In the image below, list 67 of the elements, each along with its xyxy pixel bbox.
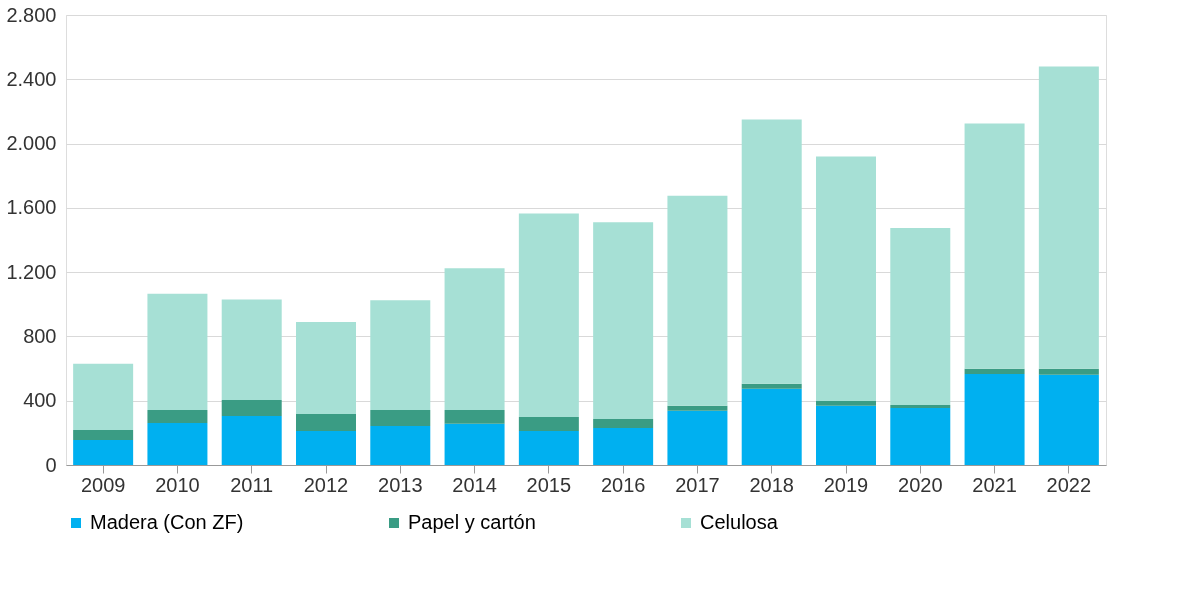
x-tick-label: 2020 [898, 473, 943, 496]
bar [147, 293, 208, 410]
bar [593, 222, 654, 419]
bar [667, 195, 728, 406]
y-tick-label: 2.800 [6, 3, 57, 26]
bar [444, 409, 505, 424]
x-tick-label: 2011 [230, 473, 274, 496]
bar [890, 407, 951, 465]
x-tick-label: 2019 [823, 473, 869, 496]
y-tick-label: 0 [45, 453, 57, 476]
x-tick-label: 2016 [600, 473, 646, 496]
bar [667, 410, 728, 465]
y-tick-label: 2.400 [6, 67, 57, 90]
x-tick-label: 2018 [749, 473, 794, 496]
x-tick-label: 2021 [972, 473, 1017, 496]
bar [296, 413, 356, 431]
bar [741, 383, 802, 389]
bar [816, 156, 876, 401]
x-tick-label: 2015 [526, 473, 572, 496]
x-tick-label: 2017 [675, 473, 720, 496]
bar [890, 227, 951, 405]
bar [1038, 374, 1099, 465]
bar [444, 268, 505, 410]
y-tick-label: 2.000 [6, 132, 57, 155]
bar [964, 373, 1025, 465]
bar [1038, 66, 1099, 369]
bar [593, 418, 654, 428]
bar [147, 422, 208, 465]
bar [741, 119, 802, 384]
bar [296, 321, 356, 414]
bar [518, 213, 579, 417]
bar [147, 409, 208, 423]
x-tick-label: 2010 [155, 473, 200, 496]
bar [816, 400, 876, 406]
bar [667, 405, 728, 411]
bar [73, 429, 134, 440]
y-tick-label: 1.200 [6, 260, 57, 283]
bar [890, 404, 951, 408]
bar [370, 300, 431, 410]
bar [296, 430, 356, 465]
x-tick-label: 2012 [303, 473, 349, 496]
y-tick-label: 400 [23, 389, 57, 412]
x-tick-label: 2013 [378, 473, 423, 496]
bar [221, 399, 282, 416]
bar [221, 415, 282, 465]
bar [370, 409, 431, 426]
bar [1038, 368, 1099, 375]
bar [73, 439, 134, 465]
legend-label: Celulosa [700, 511, 779, 533]
bar [518, 416, 579, 431]
y-tick-label: 800 [23, 324, 57, 347]
x-tick-label: 2022 [1046, 473, 1092, 496]
bar [73, 363, 134, 430]
x-tick-label: 2009 [80, 473, 126, 496]
bar [370, 425, 431, 465]
bar [444, 423, 505, 465]
legend-label: Papel y cartón [408, 511, 536, 533]
legend-label: Madera (Con ZF) [90, 511, 244, 533]
bar [518, 430, 579, 465]
bar [741, 388, 802, 465]
bar [964, 368, 1025, 374]
y-tick-label: 1.600 [6, 196, 57, 219]
bar [221, 299, 282, 400]
bar [593, 427, 654, 465]
bar [816, 405, 876, 465]
x-tick-label: 2014 [452, 473, 497, 496]
bar [964, 123, 1025, 369]
